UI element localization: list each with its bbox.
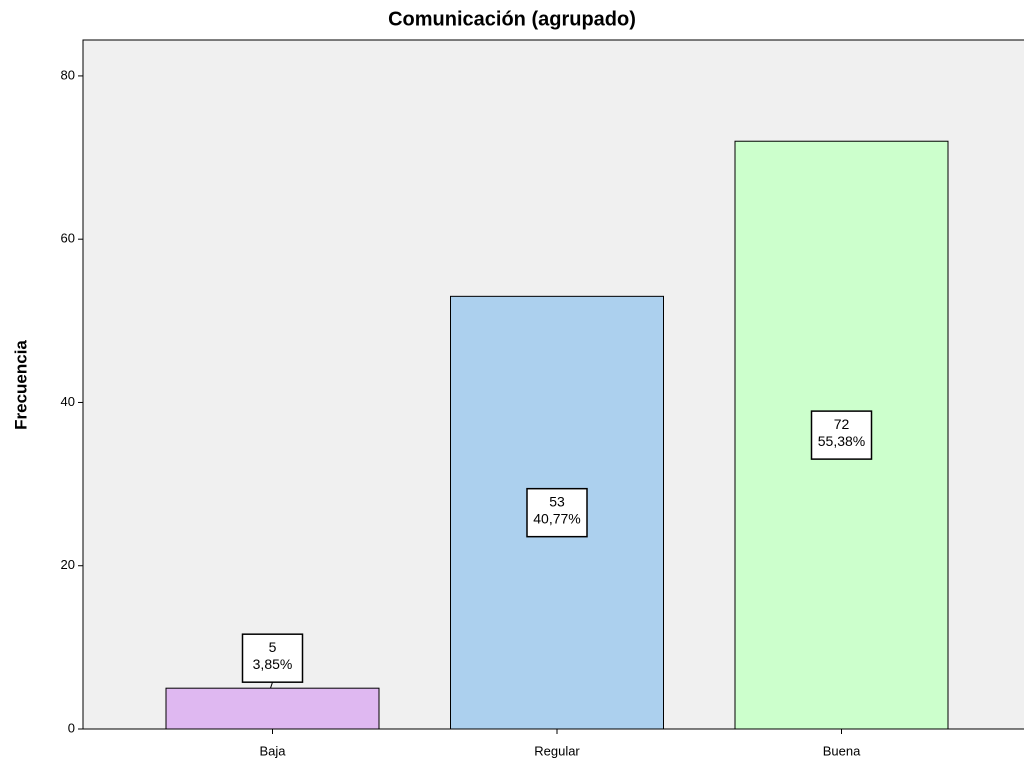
y-tick-label: 60 [61,231,75,246]
x-tick-label: Regular [534,743,580,758]
chart-title: Comunicación (agrupado) [388,8,636,30]
value-label: 53 [549,493,565,509]
value-label: 5 [269,639,277,655]
x-tick-label: Baja [259,743,286,758]
bar [165,687,380,730]
label-leader [270,682,273,689]
value-label: 72 [834,416,850,432]
label-box [526,487,588,538]
y-tick-label: 40 [61,394,75,409]
label-box [241,633,304,683]
y-tick-label: 80 [61,67,75,82]
x-tick-label: Buena [823,743,861,758]
percentage-label: 3,85% [253,656,293,672]
percentage-label: 40,77% [533,510,580,526]
y-axis-label: Frecuencia [11,340,30,430]
label-box [810,410,873,460]
y-tick-label: 20 [61,557,75,572]
y-tick-label: 0 [68,720,75,735]
percentage-label: 55,38% [818,433,865,449]
